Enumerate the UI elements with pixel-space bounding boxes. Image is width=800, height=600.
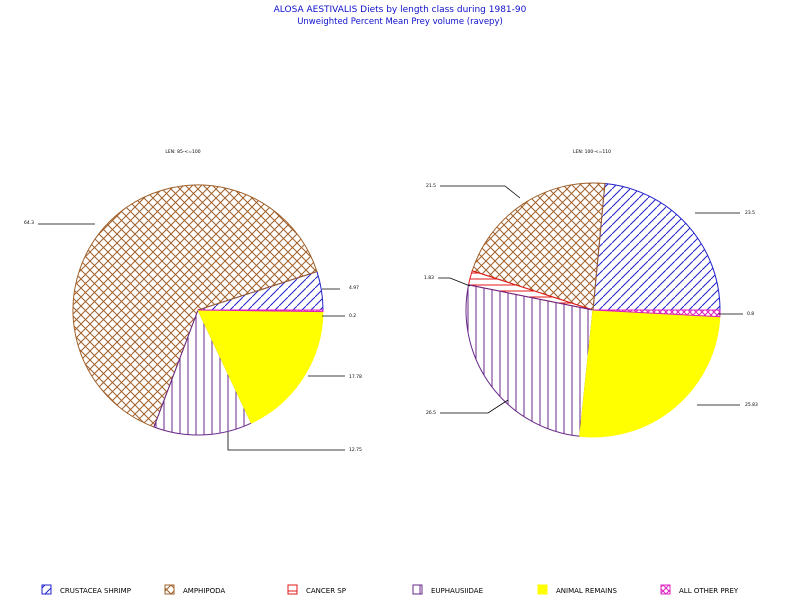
legend-label-other-prey: ALL OTHER PREY [679,587,739,595]
pies-layer: LEN: 85-<=100 4.97 64.3 12.75 17.78 0.2 LEN: 1… [24,149,758,453]
legend: CRUSTACEA SHRIMP AMPHIPODA CANCER SP EUPHAU… [41,584,739,595]
pie-1: LEN: 85-<=100 4.97 64.3 12.75 17.78 0.2 [24,149,362,453]
pie-2-slice-amphipoda [471,182,606,311]
pie-1-label: LEN: 85-<=100 [165,149,200,155]
chart-title: ALOSA AESTIVALIS Diets by length class d… [274,5,527,15]
legend-swatch-animal-remains [537,584,548,595]
pie-2-value-label-euphausiidae: 26.5 [426,410,436,416]
pie-2-slice-other-prey [592,309,721,318]
legend-swatch-cancer [287,584,298,595]
pie-1-value-label-amphipoda: 64.3 [24,220,34,226]
chart-subtitle: Unweighted Percent Mean Prey volume (rav… [297,17,503,27]
pie-1-value-label-shrimp: 4.97 [349,285,359,291]
pie-1-slice-other-prey [197,309,324,313]
pie-2-callout-amphipoda [440,185,521,199]
pie-2-label: LEN: 100-<=110 [573,149,611,155]
pie-2-value-label-shrimp: 23.5 [745,210,755,216]
legend-label-animal-remains: ANIMAL REMAINS [556,587,617,595]
pie-2-callout-cancer [438,277,471,287]
legend-swatch-amphipoda [164,584,175,595]
legend-label-shrimp: CRUSTACEA SHRIMP [60,587,131,595]
pie-1-callout-euphausiidae [227,432,345,451]
pie-2: LEN: 100-<=110 23.5 21.5 1.83 26.5 25.83 0.8 [424,149,758,438]
legend-swatch-euphausiidae [412,584,423,595]
pie-1-slice-euphausiidae [153,308,253,436]
pie-2-callout-euphausiidae [440,399,509,414]
pie-2-slice-animal-remains [579,309,721,438]
pie-2-value-label-cancer: 1.83 [424,275,434,281]
pie-2-value-label-amphipoda: 21.5 [426,183,436,189]
legend-label-cancer: CANCER SP [306,587,346,595]
legend-label-euphausiidae: EUPHAUSIIDAE [431,587,483,595]
legend-swatch-other-prey [660,584,671,595]
pie-2-slice-euphausiidae [465,284,594,437]
pie-1-value-label-euphausiidae: 12.75 [349,447,362,453]
pie-2-value-label-animal-remains: 25.83 [745,402,758,408]
pie-1-slice-animal-remains [197,309,324,424]
pie-1-slice-amphipoda [72,184,318,428]
pie-2-value-label-other-prey: 0.8 [747,311,754,317]
pie-1-value-label-animal-remains: 17.78 [349,374,362,380]
legend-label-amphipoda: AMPHIPODA [183,587,225,595]
legend-swatch-shrimp [41,584,52,595]
pie-2-slice-shrimp [592,183,721,311]
pie-1-value-label-other-prey: 0.2 [349,313,356,319]
